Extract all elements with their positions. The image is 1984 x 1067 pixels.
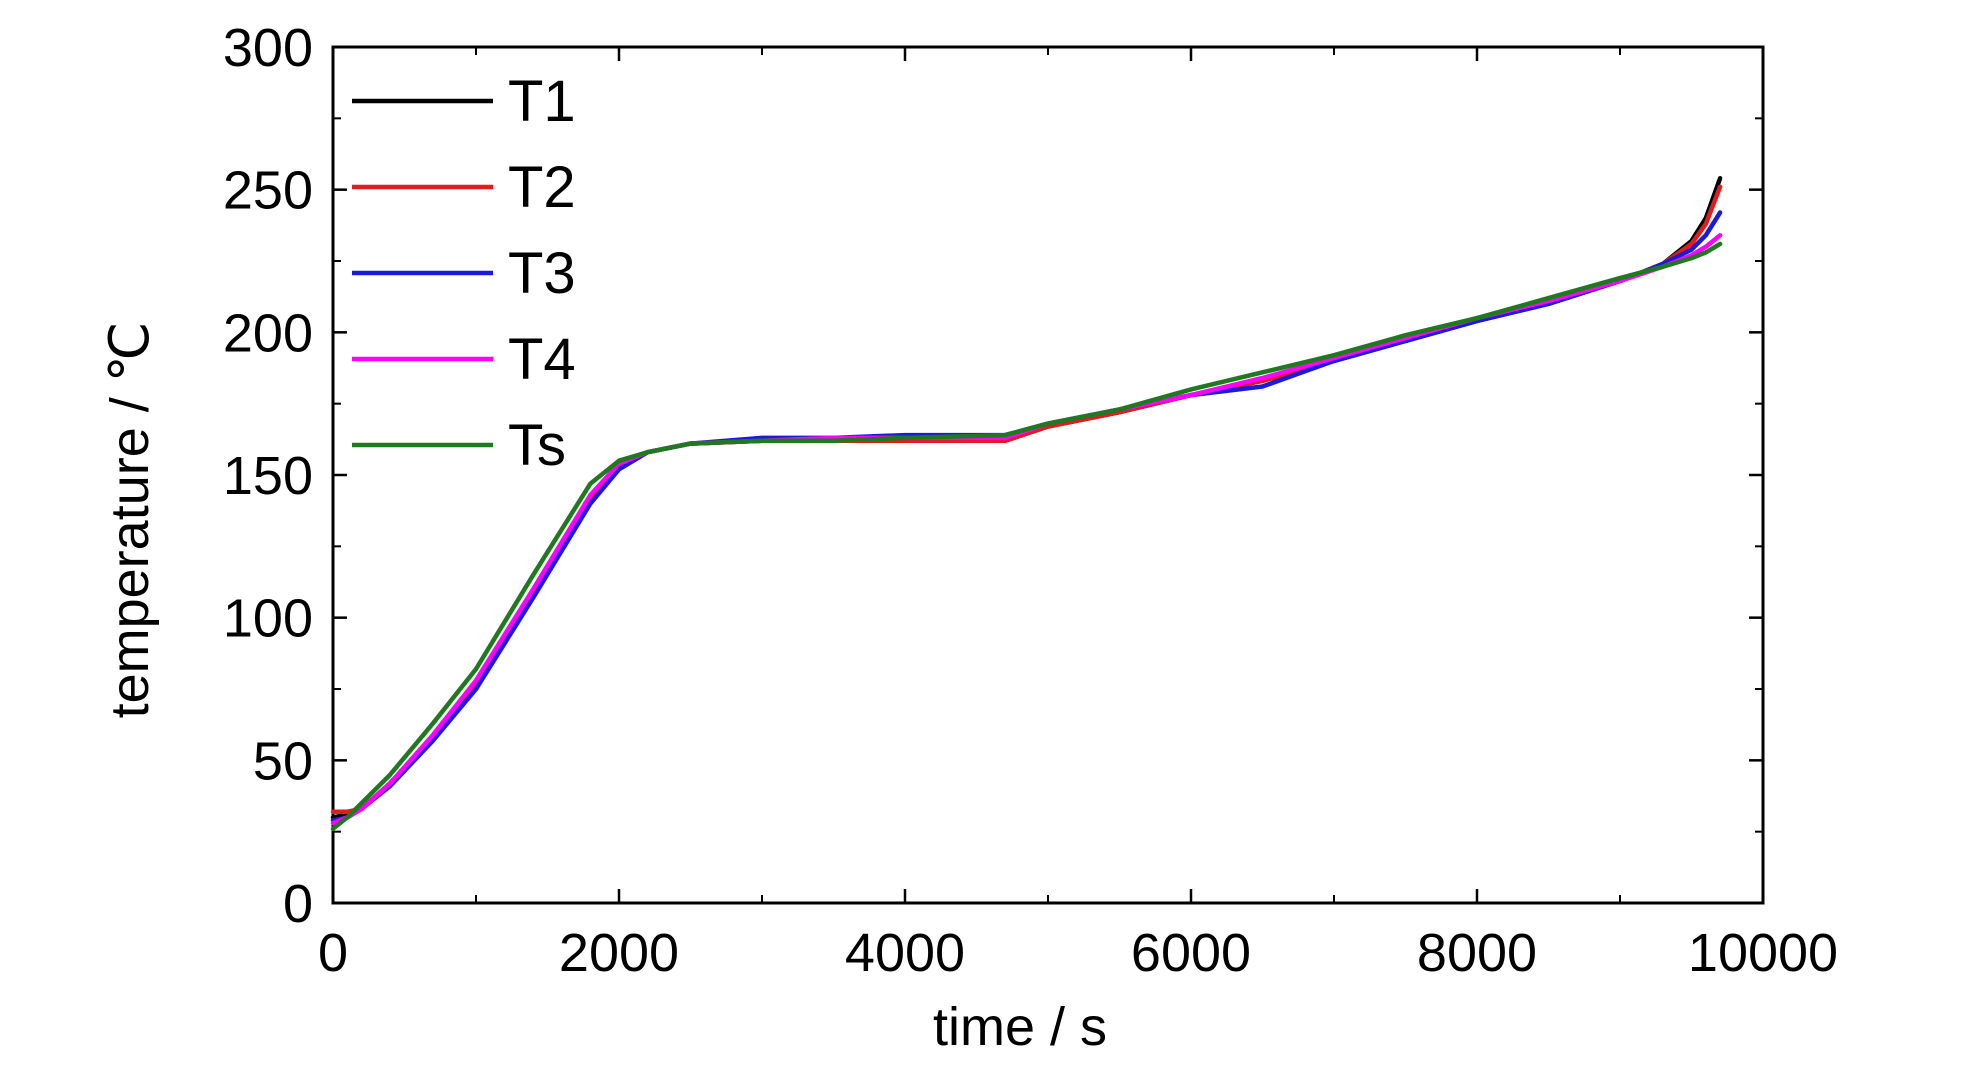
series-line-t4 xyxy=(330,233,1723,826)
y-tick-label: 0 xyxy=(283,874,313,934)
x-tick-label: 8000 xyxy=(1417,923,1537,983)
y-tick-label: 150 xyxy=(223,446,313,506)
y-tick-label: 250 xyxy=(223,161,313,221)
x-axis-title: time / s xyxy=(933,997,1107,1057)
tick-labels: 0 2000 4000 6000 8000 10000 0 50 100 150 200 250 300 xyxy=(223,18,1838,983)
y-tick-label: 200 xyxy=(223,303,313,363)
legend-label-t1: T1 xyxy=(508,69,576,134)
y-tick-label: 50 xyxy=(253,731,313,791)
series-line-ts xyxy=(330,241,1723,832)
y-tick-label: 300 xyxy=(223,18,313,78)
x-tick-label: 4000 xyxy=(845,923,965,983)
legend-label-t3: T3 xyxy=(508,241,576,306)
x-tick-label: 0 xyxy=(318,923,348,983)
legend-label-t2: T2 xyxy=(508,155,576,220)
legend-label-t4: T4 xyxy=(508,327,576,392)
x-tick-label: 2000 xyxy=(559,923,679,983)
y-axis-title: temperature / ℃ xyxy=(100,322,160,719)
axis-ticks xyxy=(331,45,1765,905)
legend-label-ts: Ts xyxy=(508,413,566,478)
x-tick-label: 10000 xyxy=(1688,923,1838,983)
x-tick-label: 6000 xyxy=(1131,923,1251,983)
series-lines xyxy=(330,176,1723,832)
legend: T1 T2 T3 T4 Ts xyxy=(352,69,576,478)
y-tick-label: 100 xyxy=(223,589,313,649)
